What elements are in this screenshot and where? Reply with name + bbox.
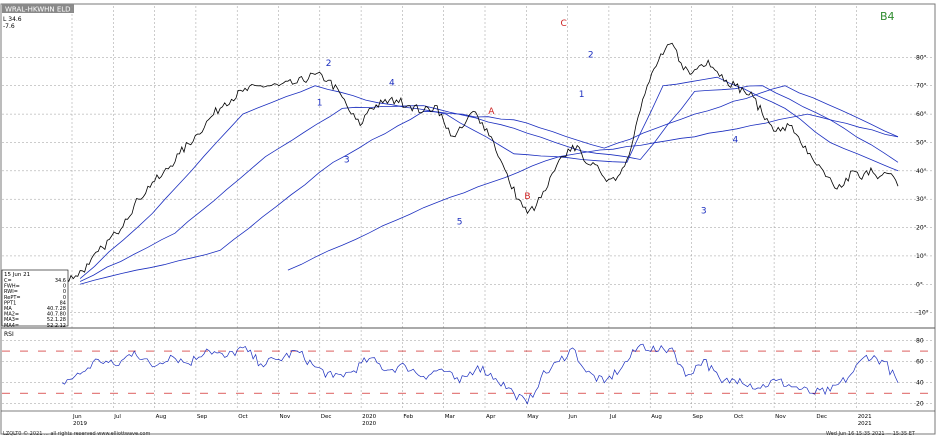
info-row-label: RWI= — [4, 289, 18, 295]
wave-label: C — [560, 19, 566, 29]
info-row-value: 52.1.28 — [47, 317, 66, 323]
y-tick-label: 20° — [916, 225, 927, 232]
vertical-gridlines — [71, 6, 857, 410]
info-row-value: 40.7.80 — [47, 312, 66, 318]
x-month-label: Dec — [321, 414, 332, 420]
rsi-tick-label: 80 — [916, 338, 924, 345]
x-month-label: Jun — [72, 414, 82, 420]
x-month-label: Jul — [609, 414, 617, 420]
chart-title: WRAL-HKWHN ELD — [5, 6, 71, 14]
ma-line — [79, 85, 899, 285]
wave-label: 3 — [701, 206, 707, 216]
wave-label: B — [524, 192, 530, 202]
x-month-label: Jul — [113, 414, 121, 420]
price-axis: 80° 70° 60° 50° 40° 30° 20° 10° 0° -10° — [916, 54, 929, 316]
y-tick-label: 60° — [916, 111, 927, 118]
footer-left: LZQLT0 © 2021 ... all rights reserved ww… — [3, 430, 150, 437]
moving-averages — [79, 76, 899, 285]
horizontal-gridlines — [2, 57, 934, 313]
ma-line — [79, 76, 899, 279]
info-row-label: MA2= — [4, 312, 19, 318]
wave-label: 2 — [326, 59, 332, 69]
x-month-label: 2021 — [858, 414, 872, 420]
info-row-value: 52.2.12 — [47, 323, 66, 329]
x-month-label: Feb — [403, 414, 413, 420]
wave-label: 4 — [732, 135, 738, 145]
x-year-label: 2019 — [73, 421, 87, 427]
wave-label: 3 — [344, 155, 350, 165]
wave-label: 4 — [389, 79, 395, 89]
footer-right: Wed Jun 16 15:35 2021 — 15:35 ET — [826, 431, 916, 437]
ma-line — [79, 85, 899, 282]
title-box — [2, 4, 74, 13]
x-month-label: Jun — [568, 414, 578, 420]
x-year-label: 2020 — [362, 421, 376, 427]
info-rows: C= 34.6 FWH= 0 RWI= 0 RePT= 0 PPT1 84 MA 40.7.28 MA2… — [4, 278, 66, 329]
info-date: 15 Jun 21 — [4, 272, 30, 278]
last-price-label: L 34.6 — [3, 16, 22, 23]
y-tick-label: 70° — [916, 83, 927, 90]
rsi-grid — [2, 340, 934, 404]
wave-label: A — [488, 107, 495, 117]
info-panel-box — [1, 269, 69, 327]
rsi-series — [61, 343, 899, 405]
x-month-label: Dec — [816, 414, 827, 420]
x-month-label: Sep — [197, 414, 208, 420]
x-month-label: Aug — [651, 414, 662, 420]
rsi-tick-label: 60 — [916, 359, 924, 366]
rsi-tick-label: 40 — [916, 380, 924, 387]
x-month-label: May — [527, 414, 539, 420]
info-row-value: 84 — [60, 300, 66, 306]
rsi-line — [61, 343, 899, 405]
y-tick-label: 10° — [916, 253, 927, 260]
wave-labels: 1 2 3 4 5 A B C 1 2 3 4 — [317, 19, 739, 228]
x-month-label: Aug — [156, 414, 167, 420]
wave-label: 5 — [457, 218, 463, 228]
change-label: -7.6 — [3, 23, 15, 30]
y-tick-label: 80° — [916, 54, 927, 61]
info-row-label: C= — [4, 278, 12, 284]
y-tick-label: 30° — [916, 196, 927, 203]
rsi-label: RSI — [4, 331, 14, 338]
x-month-label: Apr — [486, 414, 496, 420]
wave-label: 1 — [317, 99, 323, 109]
x-month-label: Oct — [238, 414, 248, 420]
y-tick-label: -10° — [916, 310, 929, 317]
y-tick-label: 50° — [916, 139, 927, 146]
info-row-label: RePT= — [4, 295, 21, 301]
chart-frame — [0, 3, 936, 435]
rsi-axis: 80 60 40 20 — [916, 338, 924, 408]
ma-line — [287, 113, 899, 271]
info-row-label: PPT1 — [4, 300, 16, 306]
x-month-label: Oct — [734, 414, 744, 420]
info-row-label: MA3= — [4, 317, 19, 323]
wave-count-label: B4 — [880, 10, 895, 23]
price-series — [61, 42, 899, 283]
x-month-label: Sep — [693, 414, 704, 420]
price-line — [61, 42, 899, 283]
info-row-value: 40.7.28 — [47, 306, 66, 312]
x-month-label: 2020 — [362, 414, 376, 420]
info-row-value: 0 — [63, 295, 66, 301]
x-month-label: Nov — [280, 414, 291, 420]
info-row-label: FWH= — [4, 284, 20, 290]
info-row-value: 34.6 — [55, 278, 66, 284]
info-row-label: MA — [4, 306, 12, 312]
rsi-tick-label: 20 — [916, 401, 924, 408]
y-tick-label: 40° — [916, 168, 927, 175]
y-tick-label: 0° — [916, 281, 923, 288]
info-row-value: 0 — [63, 289, 66, 295]
x-year-label: 2021 — [858, 421, 872, 427]
x-month-label: Nov — [775, 414, 786, 420]
wave-label: 2 — [588, 50, 594, 60]
info-row-label: MA4= — [4, 323, 19, 329]
wave-label: 1 — [579, 90, 585, 100]
info-panel: 15 Jun 21 C= 34.6 FWH= 0 RWI= 0 RePT= 0 PPT1 84 MA… — [1, 269, 69, 329]
info-row-value: 0 — [63, 284, 66, 290]
x-month-label: Mar — [445, 414, 456, 420]
